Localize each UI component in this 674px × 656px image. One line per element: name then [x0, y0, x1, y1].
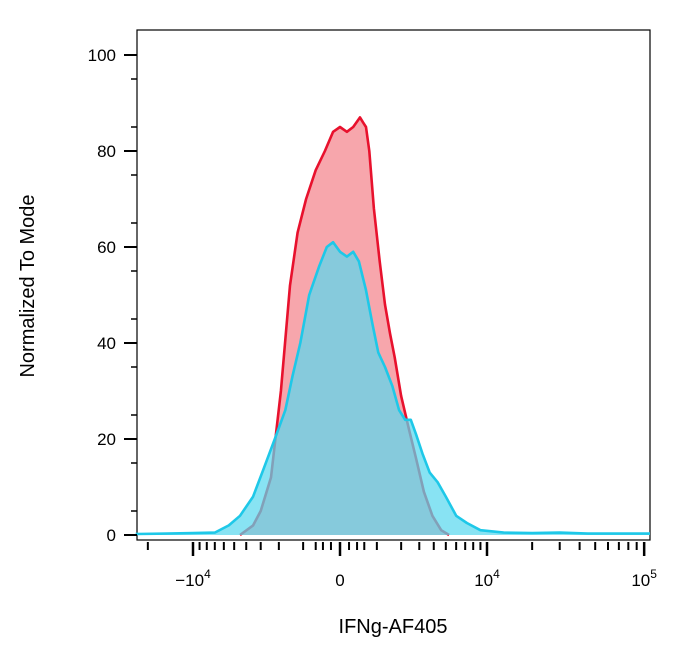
y-axis: 0 20 40 60 80 100 — [88, 46, 137, 545]
y-tick-label: 0 — [107, 526, 116, 545]
x-tick-label: 0 — [335, 571, 344, 590]
x-axis-title: IFNg-AF405 — [339, 616, 448, 638]
x-tick-label: 105 — [631, 567, 657, 590]
series-layer — [135, 116, 650, 537]
y-tick-label: 20 — [97, 430, 116, 449]
y-tick-label: 60 — [97, 238, 116, 257]
plot-frame — [136, 29, 651, 541]
x-axis: −104 0 104 105 — [146, 542, 657, 590]
series-1-area — [137, 242, 650, 535]
x-tick-label: 104 — [474, 567, 500, 590]
y-axis-title: Normalized To Mode — [17, 194, 39, 377]
y-tick-label: 100 — [88, 46, 116, 65]
y-tick-label: 80 — [97, 142, 116, 161]
x-tick-label: −104 — [175, 567, 211, 590]
series-1-line — [135, 240, 650, 536]
y-tick-label: 40 — [97, 334, 116, 353]
